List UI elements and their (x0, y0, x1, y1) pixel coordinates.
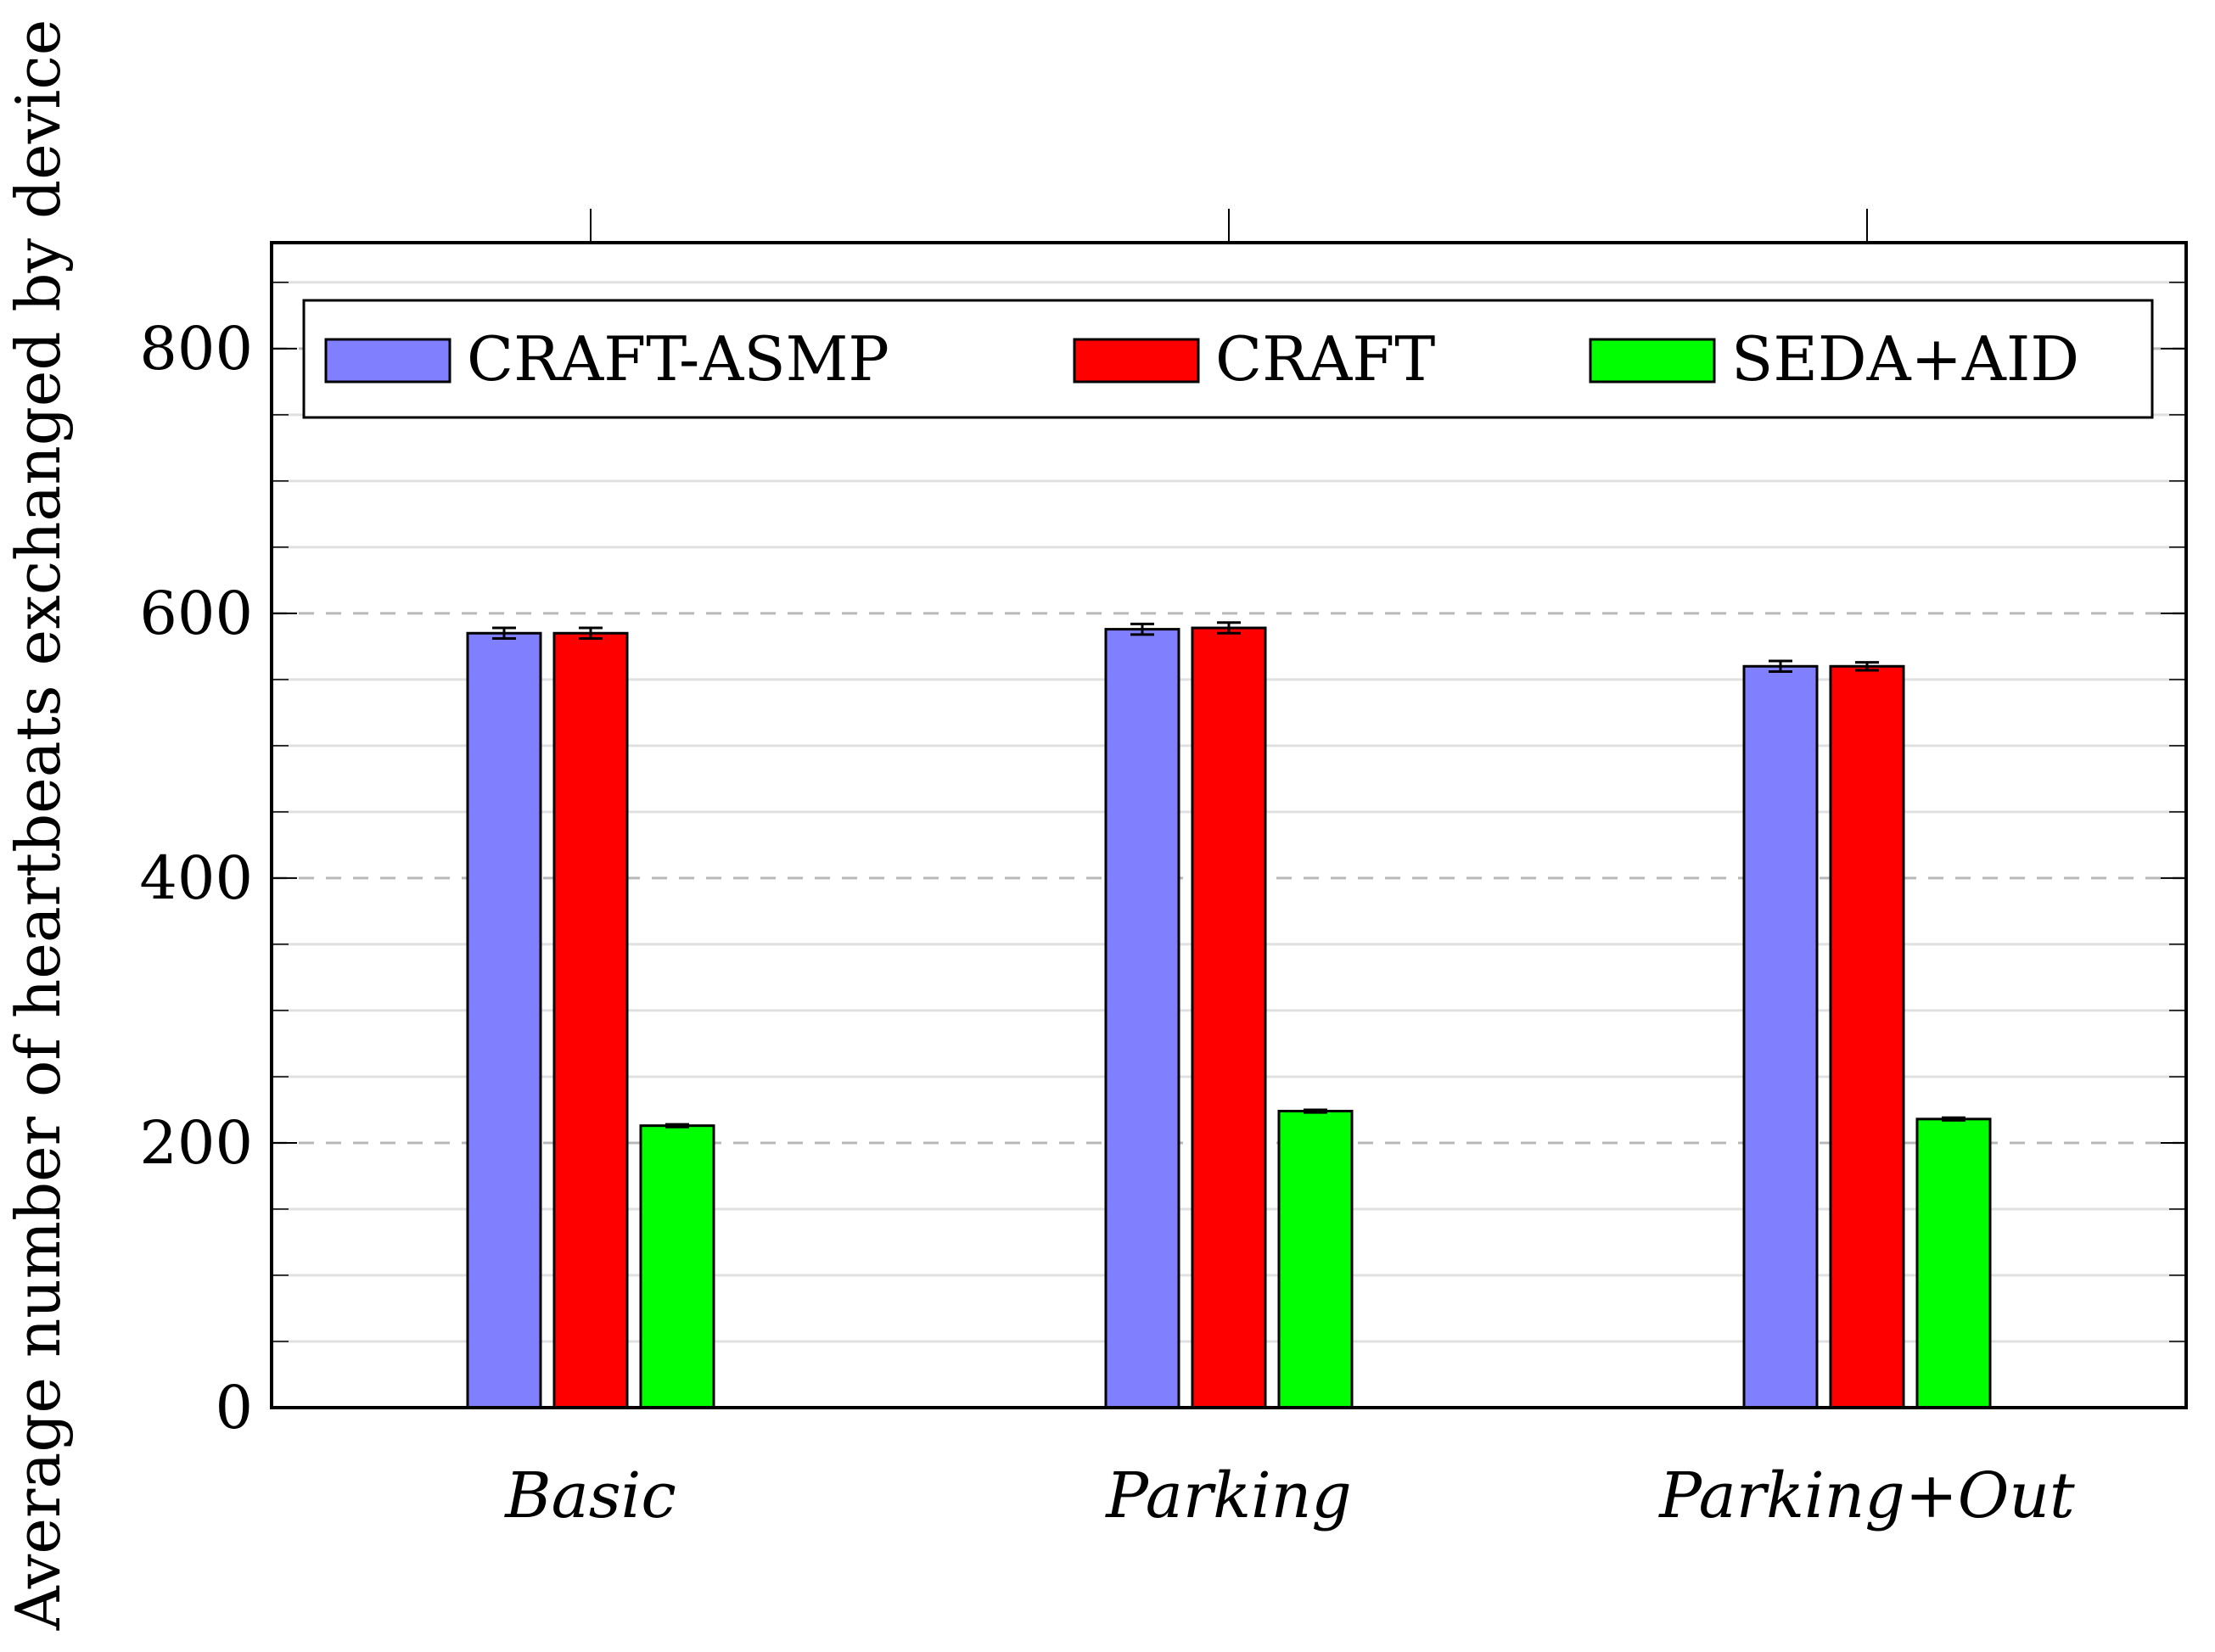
y-tick-label: 600 (139, 579, 253, 648)
legend-swatch (1589, 338, 1716, 384)
legend-label: CRAFT-ASMP (467, 323, 889, 395)
bar-seda-aid-parking (1277, 1110, 1354, 1409)
bar-craft-asmp-parking (1104, 628, 1180, 1409)
y-tick-label: 800 (139, 314, 253, 384)
error-bars (492, 621, 1965, 1128)
y-tick-label: 200 (139, 1108, 253, 1178)
x-tick-label: Basic (503, 1459, 676, 1532)
bar-craft-basic (552, 631, 629, 1409)
bar-craft-parking-out (1829, 664, 1905, 1409)
y-axis-label: Average number of heartbeats exchanged b… (3, 20, 74, 1632)
legend-label: CRAFT (1215, 323, 1435, 395)
legend-swatch (324, 338, 451, 384)
x-tick-label: Parking+Out (1657, 1459, 2075, 1532)
legend-swatch (1073, 338, 1200, 384)
y-tick-label: 0 (215, 1373, 253, 1442)
x-tick-label: Parking (1104, 1459, 1352, 1532)
legend-box (302, 299, 2154, 419)
bar-seda-aid-basic (639, 1124, 715, 1409)
bar-craft-asmp-basic (466, 631, 542, 1409)
bar-craft-parking (1191, 626, 1267, 1409)
legend: CRAFT-ASMP CRAFT SEDA+AID (302, 299, 2154, 419)
plot-frame (270, 241, 2188, 1409)
y-tick-label: 400 (139, 843, 253, 913)
bar-craft-asmp-parking-out (1742, 664, 1819, 1409)
bar-seda-aid-parking-out (1915, 1117, 1992, 1409)
legend-label: SEDA+AID (1731, 323, 2079, 395)
x-tick-labels: Basic Parking Parking+Out (503, 1459, 2075, 1532)
y-tick-labels: 0 200 400 600 800 (139, 314, 253, 1442)
